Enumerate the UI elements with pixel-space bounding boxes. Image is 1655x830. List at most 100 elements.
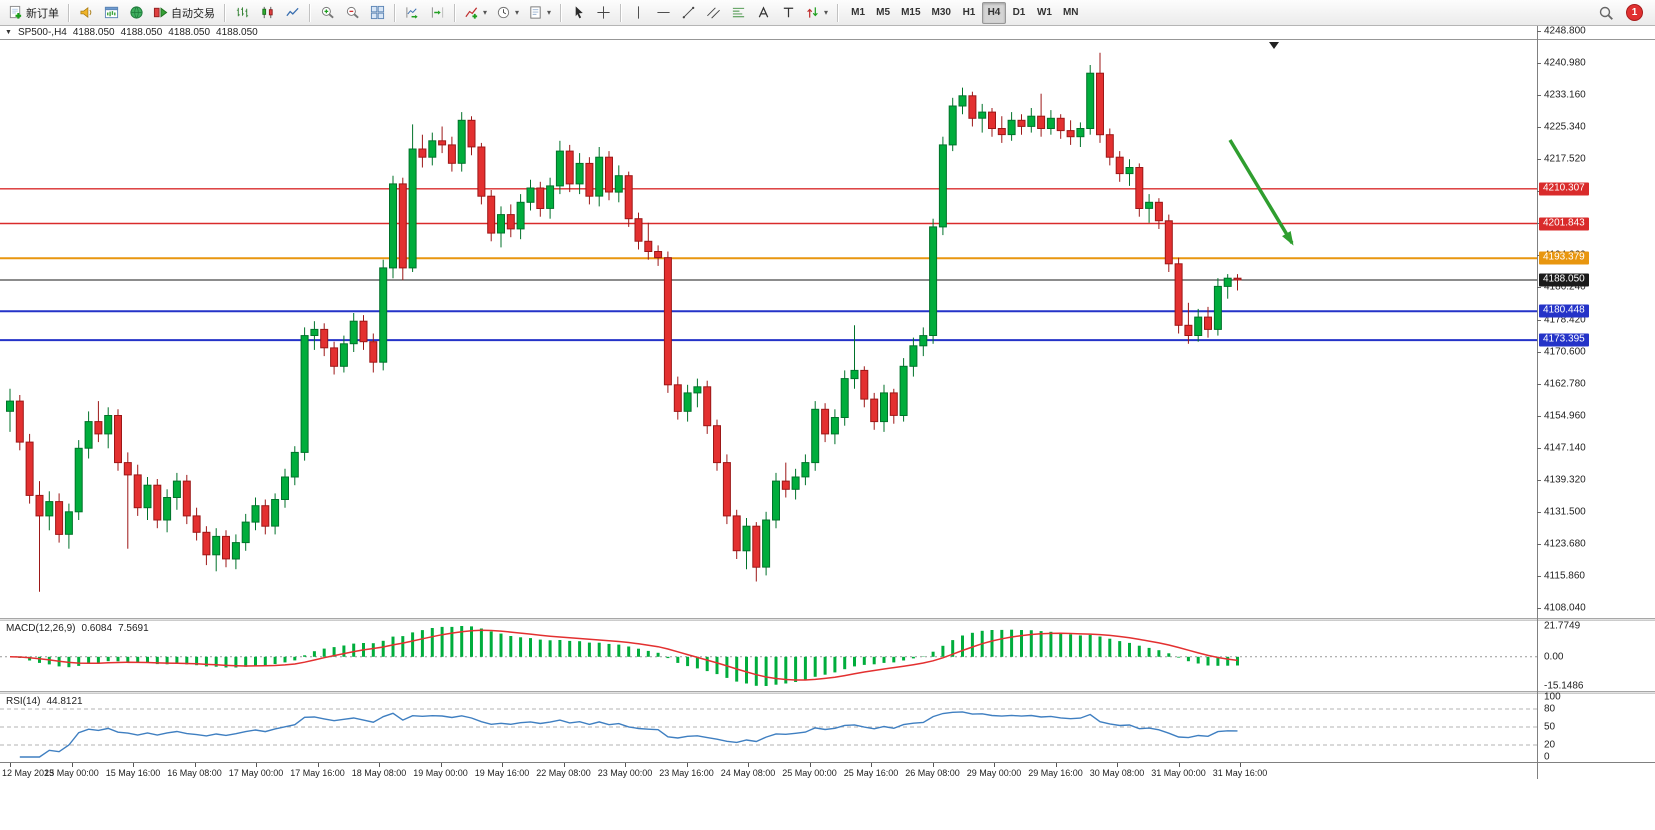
auto-scroll-button[interactable]	[400, 2, 424, 24]
zoom-out-icon	[345, 5, 360, 20]
time-axis-label: 15 May 00:00	[44, 768, 99, 778]
macd-panel-canvas[interactable]	[0, 621, 1655, 691]
time-axis-label: 30 May 08:00	[1089, 768, 1145, 778]
template-icon	[528, 5, 543, 20]
macd-signal-line	[9, 629, 1238, 681]
time-axis-label: 31 May 00:00	[1151, 768, 1206, 778]
time-axis-label: 31 May 16:00	[1212, 768, 1268, 778]
time-axis-label: 17 May 16:00	[290, 768, 345, 778]
timeframe-w1-button[interactable]: W1	[1032, 2, 1057, 24]
horizontal-line-tool-button[interactable]	[651, 2, 675, 24]
bar-chart-type-button[interactable]	[230, 2, 254, 24]
toolbar-separator	[224, 3, 225, 22]
horizontal-line-icon	[656, 5, 671, 20]
fibonacci-icon	[731, 5, 746, 20]
announcement-button[interactable]	[74, 2, 98, 24]
clock-icon	[496, 5, 511, 20]
cursor-icon	[571, 5, 586, 20]
globe-icon	[129, 5, 144, 20]
search-button[interactable]	[1594, 2, 1618, 24]
chart-high-value: 4188.050	[120, 27, 163, 38]
vertical-line-icon	[631, 5, 646, 20]
time-axis-label: 26 May 08:00	[905, 768, 960, 778]
time-axis-label: 25 May 00:00	[782, 768, 837, 778]
macd-histogram	[18, 626, 1239, 686]
toolbar-separator	[68, 3, 69, 22]
zoom-out-button[interactable]	[340, 2, 364, 24]
cursor-tool-button[interactable]	[566, 2, 590, 24]
rsi-panel-splitter[interactable]	[0, 691, 1655, 694]
timeframe-d1-button[interactable]: D1	[1007, 2, 1031, 24]
chart-windows-button[interactable]	[99, 2, 123, 24]
time-axis[interactable]: 12 May 2023 15 May 00:00 15 May 16:00 16 Ma…	[0, 762, 1655, 780]
templates-button[interactable]: ▾	[524, 2, 555, 24]
time-axis-label: 18 May 08:00	[351, 768, 407, 778]
fibonacci-tool-button[interactable]	[726, 2, 750, 24]
price-chart-canvas[interactable]	[0, 40, 1655, 618]
time-axis-label: 12 May 2023	[2, 768, 55, 778]
autotrade-icon	[153, 5, 168, 20]
macd-value-main: 0.6084	[81, 623, 113, 634]
timeframe-h4-button[interactable]: H4	[981, 1, 1006, 24]
rsi-panel-header: RSI(14) 44.8121	[6, 696, 83, 707]
candlestick-chart-icon	[260, 5, 275, 20]
tile-windows-icon	[370, 5, 385, 20]
chart-menu-icon[interactable]: ▼	[5, 29, 12, 36]
time-axis-label: 23 May 16:00	[659, 768, 714, 778]
tile-windows-button[interactable]	[365, 2, 389, 24]
arrows-icon	[805, 5, 820, 20]
zoom-in-icon	[320, 5, 335, 20]
trendline-tool-button[interactable]	[676, 2, 700, 24]
indicators-button[interactable]: ▾	[460, 2, 491, 24]
search-icon	[1598, 5, 1614, 21]
chart-symbol-period: SP500-,H4	[17, 27, 67, 38]
toolbar-right-group: 1	[1594, 2, 1651, 24]
timeframe-h1-button[interactable]: H1	[957, 2, 981, 24]
trendline-icon	[681, 5, 696, 20]
line-chart-type-button[interactable]	[280, 2, 304, 24]
toolbar-separator	[309, 3, 310, 22]
chart-low-value: 4188.050	[168, 27, 211, 38]
vertical-line-tool-button[interactable]	[626, 2, 650, 24]
autotrade-button[interactable]: 自动交易	[149, 2, 219, 24]
timeframe-m15-button[interactable]: M15	[896, 2, 925, 24]
chevron-down-icon: ▾	[515, 8, 520, 17]
bar-chart-icon	[235, 5, 250, 20]
toolbar-separator	[394, 3, 395, 22]
channel-tool-button[interactable]	[701, 2, 725, 24]
chart-scroll-marker[interactable]	[1269, 42, 1279, 49]
chart-window-icon	[104, 5, 119, 20]
text-label-tool-button[interactable]	[776, 2, 800, 24]
macd-panel-header: MACD(12,26,9) 0.6084 7.5691	[6, 623, 149, 634]
periods-button[interactable]: ▾	[492, 2, 523, 24]
timeframe-m1-button[interactable]: M1	[846, 2, 870, 24]
arrows-tool-button[interactable]: ▾	[801, 2, 832, 24]
timeframe-m30-button[interactable]: M30	[927, 2, 956, 24]
macd-panel-splitter[interactable]	[0, 618, 1655, 621]
timeframe-mn-button[interactable]: MN	[1058, 2, 1084, 24]
text-tool-button[interactable]	[751, 2, 775, 24]
time-axis-label: 17 May 00:00	[228, 768, 284, 778]
macd-value-signal: 7.5691	[118, 623, 149, 634]
notification-badge[interactable]: 1	[1626, 4, 1643, 21]
trend-arrow-annotation[interactable]	[1228, 139, 1294, 246]
community-button[interactable]	[124, 2, 148, 24]
price-axis-border	[1537, 26, 1538, 779]
rsi-panel-canvas[interactable]	[0, 694, 1655, 762]
chevron-down-icon: ▾	[824, 8, 829, 17]
chart-open-value: 4188.050	[72, 27, 115, 38]
crosshair-tool-button[interactable]	[591, 2, 615, 24]
crosshair-icon	[596, 5, 611, 20]
time-axis-label: 16 May 08:00	[167, 768, 222, 778]
rsi-value: 44.8121	[46, 696, 83, 707]
timeframe-m5-button[interactable]: M5	[871, 2, 895, 24]
chart-shift-button[interactable]	[425, 2, 449, 24]
horn-icon	[79, 5, 94, 20]
zoom-in-button[interactable]	[315, 2, 339, 24]
new-order-button[interactable]: 新订单	[4, 2, 63, 24]
time-axis-label: 22 May 08:00	[536, 768, 591, 778]
candlestick-chart-type-button[interactable]	[255, 2, 279, 24]
time-axis-label: 19 May 16:00	[474, 768, 530, 778]
chevron-down-icon: ▾	[483, 8, 488, 17]
